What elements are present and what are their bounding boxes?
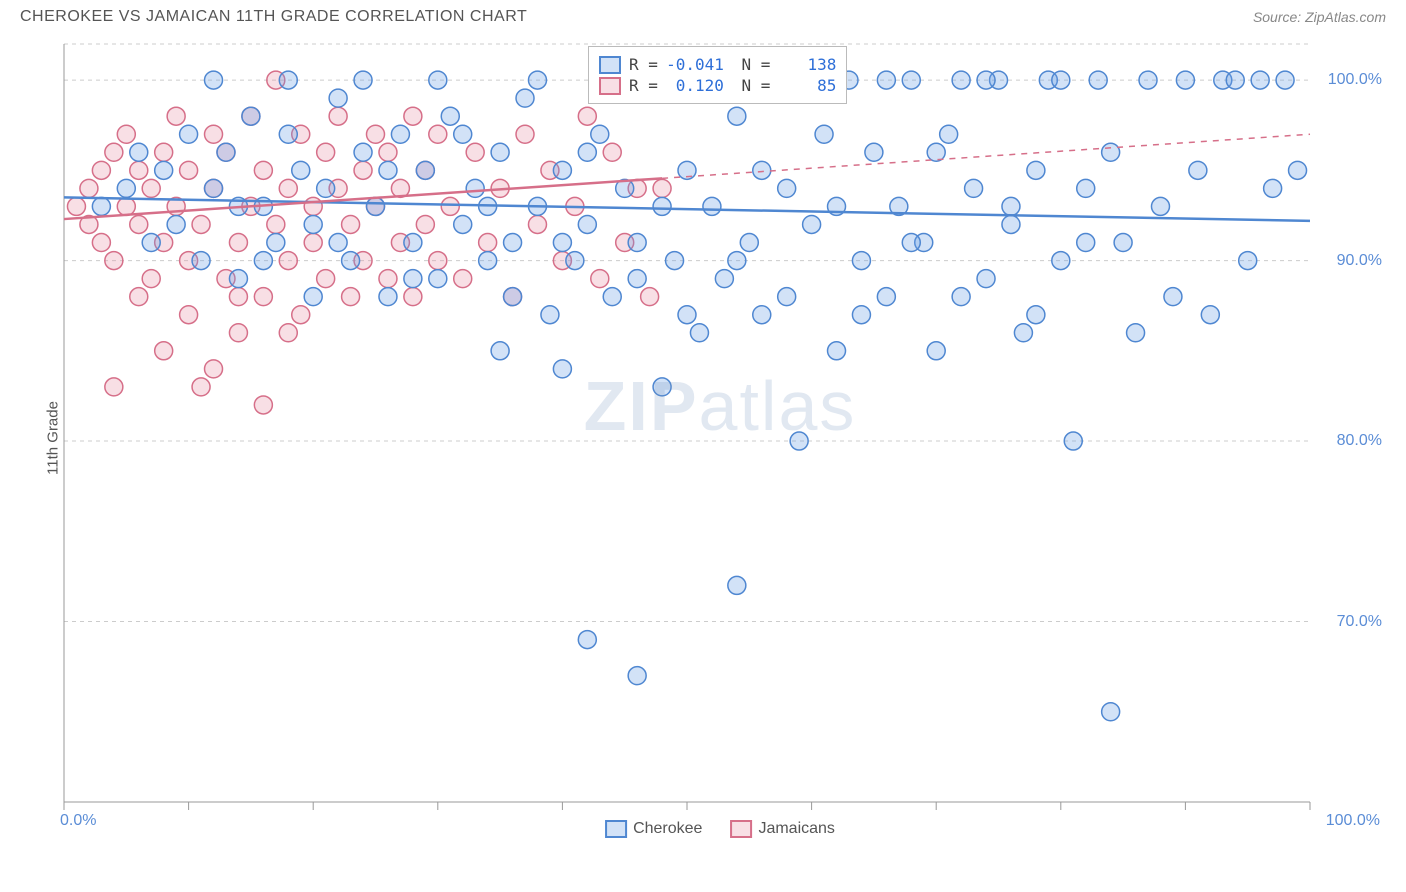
y-axis-label: 11th Grade	[44, 401, 61, 475]
x-labels: 0.0% Cherokee Jamaicans 100.0%	[60, 812, 1380, 842]
chart-title: CHEROKEE VS JAMAICAN 11TH GRADE CORRELAT…	[20, 8, 527, 26]
legend-r-label: R =	[629, 55, 658, 74]
x-label-min: 0.0%	[60, 812, 96, 830]
legend-stat-row: R = 0.120 N = 85	[599, 76, 836, 95]
legend-series: Cherokee Jamaicans	[605, 820, 835, 838]
legend-swatch	[599, 56, 621, 74]
legend-n-label: N =	[732, 76, 771, 95]
legend-swatch	[599, 77, 621, 95]
plot-area: ZIPatlas 70.0%80.0%90.0%100.0% R = -0.04…	[60, 38, 1380, 838]
y-tick-label: 100.0%	[1328, 71, 1382, 89]
chart-container: 11th Grade ZIPatlas 70.0%80.0%90.0%100.0…	[50, 38, 1390, 838]
y-tick-label: 90.0%	[1337, 252, 1382, 270]
scatter-svg	[60, 38, 1380, 838]
legend-stat-row: R = -0.041 N = 138	[599, 55, 836, 74]
legend-item: Cherokee	[605, 820, 702, 838]
legend-n-value: 85	[778, 76, 836, 95]
legend-r-label: R =	[629, 76, 658, 95]
legend-swatch	[605, 820, 627, 838]
legend-stats: R = -0.041 N = 138 R = 0.120 N = 85	[588, 46, 847, 104]
legend-label: Jamaicans	[758, 820, 834, 837]
chart-source: Source: ZipAtlas.com	[1253, 9, 1386, 25]
y-tick-label: 70.0%	[1337, 613, 1382, 631]
legend-n-value: 138	[778, 55, 836, 74]
legend-swatch	[730, 820, 752, 838]
x-label-max: 100.0%	[1326, 812, 1380, 830]
y-tick-label: 80.0%	[1337, 432, 1382, 450]
legend-item: Jamaicans	[730, 820, 834, 838]
legend-r-value: -0.041	[666, 55, 724, 74]
legend-r-value: 0.120	[666, 76, 724, 95]
legend-label: Cherokee	[633, 820, 702, 837]
legend-n-label: N =	[732, 55, 771, 74]
